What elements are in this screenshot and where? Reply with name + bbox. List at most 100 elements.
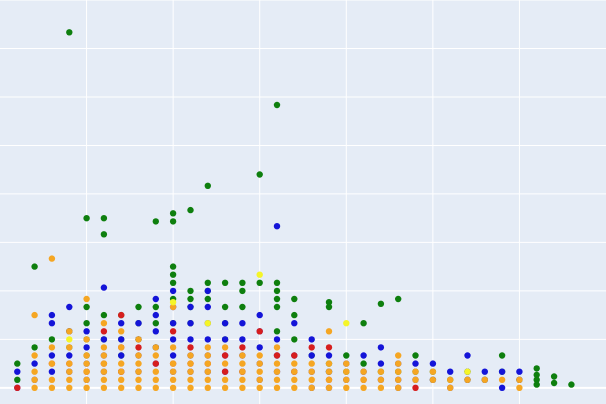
data-point-orange[interactable] [325, 384, 333, 391]
data-point-orange[interactable] [152, 376, 159, 383]
data-point-red[interactable] [135, 344, 142, 351]
data-point-orange[interactable] [516, 376, 523, 383]
data-point-orange[interactable] [66, 328, 73, 335]
data-point-blue[interactable] [308, 352, 315, 359]
data-point-orange[interactable] [48, 344, 56, 351]
data-point-green[interactable] [343, 352, 350, 359]
data-point-orange[interactable] [325, 376, 333, 383]
data-point-blue[interactable] [291, 320, 298, 327]
data-point-orange[interactable] [31, 376, 38, 383]
data-point-blue[interactable] [14, 368, 21, 375]
data-point-orange[interactable] [498, 376, 506, 383]
data-point-orange[interactable] [48, 384, 56, 391]
data-point-blue[interactable] [481, 368, 488, 375]
data-point-orange[interactable] [221, 344, 229, 351]
data-point-blue[interactable] [118, 320, 125, 327]
data-point-green[interactable] [550, 373, 558, 380]
data-point-orange[interactable] [412, 368, 419, 375]
data-point-orange[interactable] [343, 384, 350, 391]
data-point-orange[interactable] [187, 352, 194, 359]
data-point-orange[interactable] [169, 376, 177, 383]
data-point-red[interactable] [412, 384, 419, 391]
data-point-orange[interactable] [204, 368, 211, 375]
data-point-blue[interactable] [187, 320, 194, 327]
data-point-orange[interactable] [429, 368, 437, 375]
data-point-orange[interactable] [343, 368, 350, 375]
data-point-green[interactable] [273, 279, 281, 286]
data-point-orange[interactable] [118, 344, 125, 351]
data-point-orange[interactable] [256, 360, 263, 367]
data-point-green[interactable] [204, 279, 211, 286]
data-point-green[interactable] [377, 300, 385, 307]
data-point-orange[interactable] [308, 384, 315, 391]
data-point-blue[interactable] [169, 320, 177, 327]
data-point-orange[interactable] [83, 376, 90, 383]
data-point-blue[interactable] [152, 295, 159, 303]
data-point-orange[interactable] [325, 360, 333, 367]
data-point-blue[interactable] [152, 311, 159, 319]
data-point-orange[interactable] [464, 376, 471, 383]
data-point-red[interactable] [152, 360, 159, 367]
data-point-orange[interactable] [169, 360, 177, 367]
data-point-green[interactable] [360, 360, 367, 367]
data-point-green[interactable] [135, 303, 142, 311]
data-point-blue[interactable] [204, 303, 211, 311]
data-point-orange[interactable] [135, 384, 142, 391]
data-point-orange[interactable] [66, 368, 73, 375]
data-point-blue[interactable] [31, 360, 38, 367]
data-point-orange[interactable] [204, 384, 211, 391]
data-point-orange[interactable] [135, 376, 142, 383]
data-point-orange[interactable] [135, 360, 142, 367]
data-point-orange[interactable] [221, 376, 229, 383]
data-point-green[interactable] [83, 303, 90, 311]
data-point-green[interactable] [152, 320, 159, 327]
data-point-orange[interactable] [516, 384, 523, 391]
data-point-orange[interactable] [66, 376, 73, 383]
data-point-green[interactable] [187, 287, 194, 295]
data-point-green[interactable] [395, 295, 402, 303]
data-point-blue[interactable] [169, 287, 177, 295]
data-point-orange[interactable] [100, 320, 108, 327]
data-point-orange[interactable] [100, 360, 108, 367]
data-point-blue[interactable] [48, 352, 56, 359]
data-point-blue[interactable] [239, 320, 246, 327]
data-point-green[interactable] [325, 303, 333, 311]
data-point-green[interactable] [239, 279, 246, 286]
data-point-orange[interactable] [273, 360, 281, 367]
data-point-blue[interactable] [100, 336, 108, 343]
data-point-orange[interactable] [48, 376, 56, 383]
data-point-orange[interactable] [221, 360, 229, 367]
data-point-orange[interactable] [83, 360, 90, 367]
data-point-blue[interactable] [221, 320, 229, 327]
data-point-blue[interactable] [118, 336, 125, 343]
data-point-green[interactable] [273, 303, 281, 311]
data-point-green[interactable] [273, 295, 281, 303]
data-point-green[interactable] [550, 379, 558, 387]
data-point-green[interactable] [204, 295, 211, 303]
data-point-blue[interactable] [498, 384, 506, 391]
data-point-red[interactable] [118, 311, 125, 319]
data-point-orange[interactable] [256, 368, 263, 375]
data-point-blue[interactable] [498, 368, 506, 375]
data-point-orange[interactable] [83, 295, 90, 303]
data-point-blue[interactable] [48, 320, 56, 327]
data-point-green[interactable] [83, 215, 90, 222]
data-point-blue[interactable] [48, 368, 56, 375]
data-point-green[interactable] [325, 299, 333, 306]
data-point-green[interactable] [169, 263, 177, 270]
data-point-orange[interactable] [308, 376, 315, 383]
data-point-green[interactable] [169, 218, 177, 225]
data-point-green[interactable] [239, 303, 246, 311]
data-point-orange[interactable] [360, 368, 367, 375]
data-point-orange[interactable] [187, 384, 194, 391]
data-point-blue[interactable] [429, 360, 437, 367]
data-point-orange[interactable] [325, 328, 333, 335]
data-point-orange[interactable] [273, 368, 281, 375]
data-point-green[interactable] [169, 210, 177, 217]
data-point-orange[interactable] [48, 360, 56, 367]
data-point-orange[interactable] [395, 360, 402, 367]
data-point-blue[interactable] [66, 303, 73, 311]
data-point-orange[interactable] [66, 344, 73, 351]
data-point-green[interactable] [169, 271, 177, 278]
data-point-blue[interactable] [377, 344, 385, 351]
